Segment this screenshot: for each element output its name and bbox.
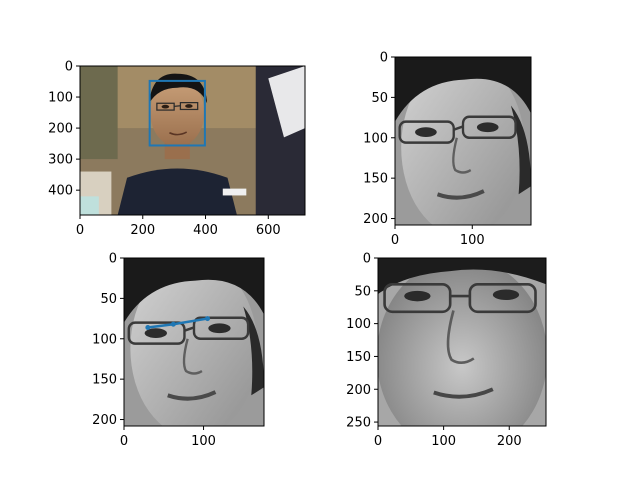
y-tick-label: 50 [371,91,388,106]
axes-frame [377,257,547,427]
y-tick-label: 150 [363,172,388,187]
x-tick-label: 0 [374,434,382,449]
y-tick-label: 50 [354,284,371,299]
x-tick-label: 200 [130,223,155,238]
panel-face-crop-eyes: 0 100 0 50 100 150 200 [92,252,265,449]
y-tick-label: 150 [346,350,371,365]
panel-image-aligned-face [378,258,546,426]
panel-face-crop: 0 100 0 50 100 150 200 [363,51,532,248]
x-tick-label: 100 [191,434,216,449]
y-tick-label: 400 [48,184,73,199]
x-tick-label: 600 [256,223,281,238]
y-tick-label: 100 [363,131,388,146]
y-tick-label: 100 [92,332,117,347]
axes-frame [394,56,532,226]
y-tick-label: 300 [48,153,73,168]
y-tick-label: 250 [346,416,371,431]
x-tick-label: 100 [460,233,485,248]
y-tick-label: 200 [48,122,73,137]
eye-line-point [145,324,151,330]
y-tick-label: 100 [346,317,371,332]
eye-line-point [170,321,176,327]
y-tick-label: 50 [100,292,117,307]
y-tick-label: 0 [363,252,371,267]
panel-original: 0 200 400 600 0 100 200 300 400 [48,60,306,238]
x-tick-label: 100 [431,434,456,449]
axes-frame [123,257,265,427]
y-tick-label: 200 [363,212,388,227]
y-tick-label: 0 [380,51,388,66]
x-tick-label: 200 [497,434,522,449]
panel-image-face-crop-eyes [124,258,264,437]
y-tick-label: 0 [109,252,117,267]
face-bounding-box [148,79,206,147]
x-tick-label: 0 [76,223,84,238]
y-tick-label: 0 [65,60,73,75]
x-tick-label: 0 [391,233,399,248]
x-tick-label: 400 [193,223,218,238]
y-tick-label: 200 [92,413,117,428]
panel-aligned-face: 0 100 200 0 50 100 150 200 250 [346,252,547,449]
y-tick-label: 200 [346,383,371,398]
y-tick-label: 150 [92,373,117,388]
x-tick-label: 0 [120,434,128,449]
y-tick-label: 100 [48,91,73,106]
panel-image-face-crop [395,57,531,236]
axes-frame [79,65,306,216]
panel-image-original [80,66,305,215]
eye-line-point [205,316,211,322]
